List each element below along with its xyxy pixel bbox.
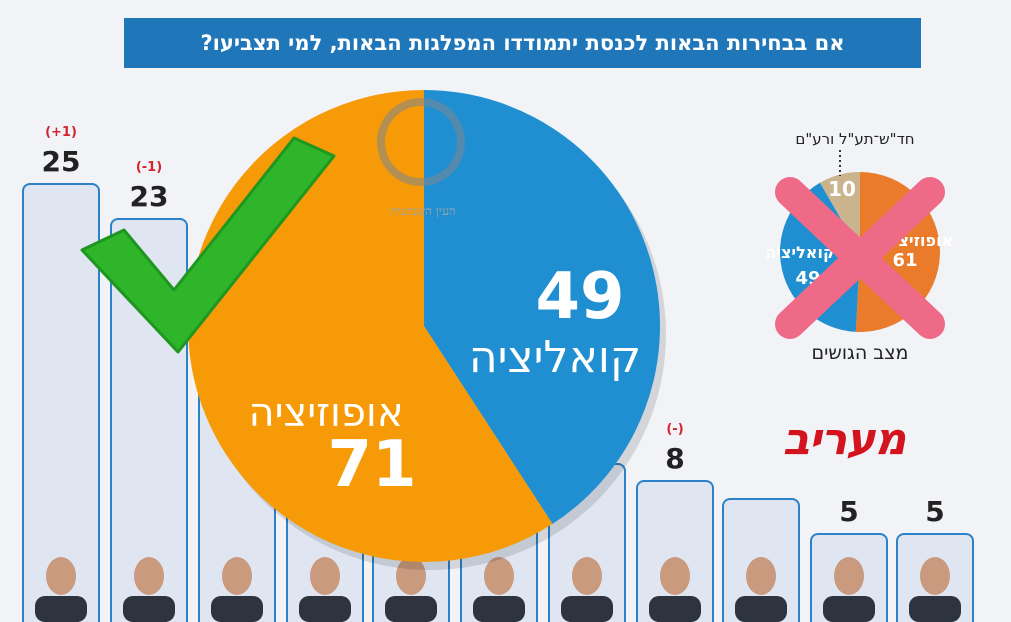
small-pie-label: 10 — [828, 177, 856, 201]
check-mark-icon — [80, 136, 336, 354]
person-avatar-icon — [735, 557, 787, 622]
chart-title: אם בבחירות הבאות לכנסת יתמודדו המפלגות ה… — [124, 18, 921, 68]
person-avatar-icon — [35, 557, 87, 622]
seat-label: 25 — [41, 144, 81, 178]
seat-label: 5 — [925, 494, 945, 528]
watermark-logo-icon — [377, 98, 465, 186]
person-avatar-icon — [649, 557, 701, 622]
small-pie-caption: מצב הגושים — [811, 342, 909, 364]
person-avatar-icon — [211, 557, 263, 622]
pie-value-label: 49 — [535, 260, 624, 334]
change-label: (-) — [666, 422, 684, 437]
person-avatar-icon — [909, 557, 961, 622]
change-label: (+1) — [45, 124, 77, 140]
person-avatar-icon — [385, 557, 437, 622]
bar — [636, 480, 714, 622]
seat-label: 23 — [129, 179, 169, 213]
seat-label: 8 — [665, 442, 685, 475]
bar — [722, 497, 800, 622]
bar — [810, 532, 888, 622]
pie-slice — [424, 90, 660, 524]
brand-logo-text: מעריב — [782, 414, 906, 465]
pie-value-label: 71 — [327, 428, 416, 502]
bar — [22, 182, 100, 622]
small-pie-label: 61 — [892, 250, 917, 271]
person-avatar-icon — [299, 557, 351, 622]
person-avatar-icon — [473, 557, 525, 622]
pie-slice-label: קואליציה — [469, 332, 641, 383]
small-pie-label: קואליציה — [765, 243, 834, 262]
brand-logo: מעריב — [748, 412, 940, 472]
person-avatar-icon — [123, 557, 175, 622]
person-avatar-icon — [561, 557, 613, 622]
bar — [896, 532, 974, 622]
cross-mark-icon — [775, 177, 945, 339]
change-label: (-1) — [135, 159, 163, 175]
pie-slice-label: אופוזיציה — [248, 390, 403, 436]
small-pie-annotation: חד"ש־תע"ל ורע"ם — [795, 130, 915, 148]
seat-label: 5 — [839, 494, 859, 528]
person-avatar-icon — [823, 557, 875, 622]
watermark-text: העין השביעית — [390, 204, 456, 218]
